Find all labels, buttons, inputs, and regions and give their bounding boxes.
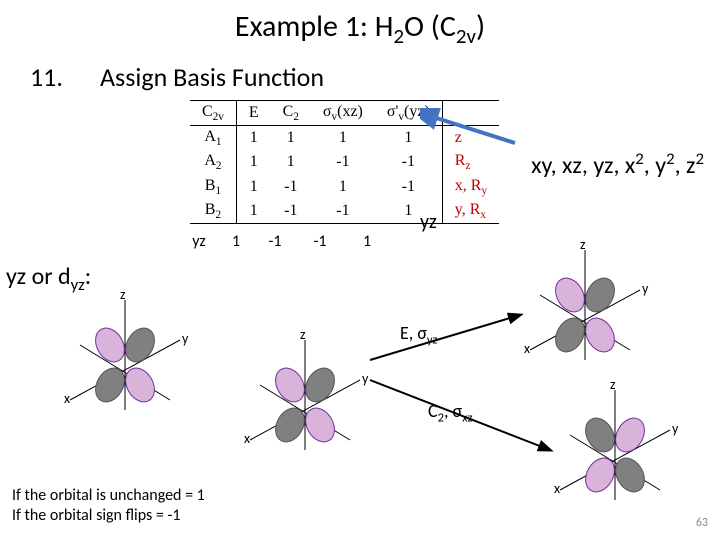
quadratic-basis-label: xy, xz, yz, x2, y2, z2 xyxy=(531,148,704,180)
table-row: B2 1 -1 -1 1 y, Rx xyxy=(190,199,499,224)
title-mid: O (C xyxy=(404,8,456,45)
step-row: 11. Assign Basis Function xyxy=(0,49,720,93)
footnote-line-1: If the orbital is unchanged = 1 xyxy=(12,486,205,506)
step-text: Assign Basis Function xyxy=(100,61,324,93)
orbital-diagram-1: z y x xyxy=(60,290,190,425)
table-header-cell: σv(xz) xyxy=(311,101,375,126)
slide-title: Example 1: H2O (C2v) xyxy=(0,0,720,49)
title-sub1: 2 xyxy=(393,23,404,49)
transform-arrows xyxy=(360,300,580,480)
yz-row-label: yz xyxy=(180,232,218,251)
step-number: 11. xyxy=(30,61,100,93)
title-post: ) xyxy=(476,8,485,45)
blue-arrow-icon xyxy=(420,108,520,148)
orbital-svg xyxy=(240,330,370,460)
table-header-cell: C2 xyxy=(271,101,311,126)
orbital-svg xyxy=(60,290,190,420)
table-header-cell: E xyxy=(236,101,270,126)
title-pre: Example 1: H xyxy=(235,8,394,45)
table-header-cell: C2v xyxy=(190,101,236,126)
footnote-line-2: If the orbital sign flips = -1 xyxy=(12,506,205,526)
orbital-diagram-2: z y x xyxy=(240,330,370,465)
page-number: 63 xyxy=(696,516,708,530)
table-row: A2 1 1 -1 -1 Rz xyxy=(190,150,499,174)
yz-reducible-row: yz 1 -1 -1 1 xyxy=(180,232,390,251)
yz-side-label: yz xyxy=(420,210,437,234)
table-row: B1 1 -1 1 -1 x, Ry xyxy=(190,175,499,199)
footnote: If the orbital is unchanged = 1 If the o… xyxy=(12,486,205,526)
title-sub2: 2v xyxy=(456,23,476,49)
